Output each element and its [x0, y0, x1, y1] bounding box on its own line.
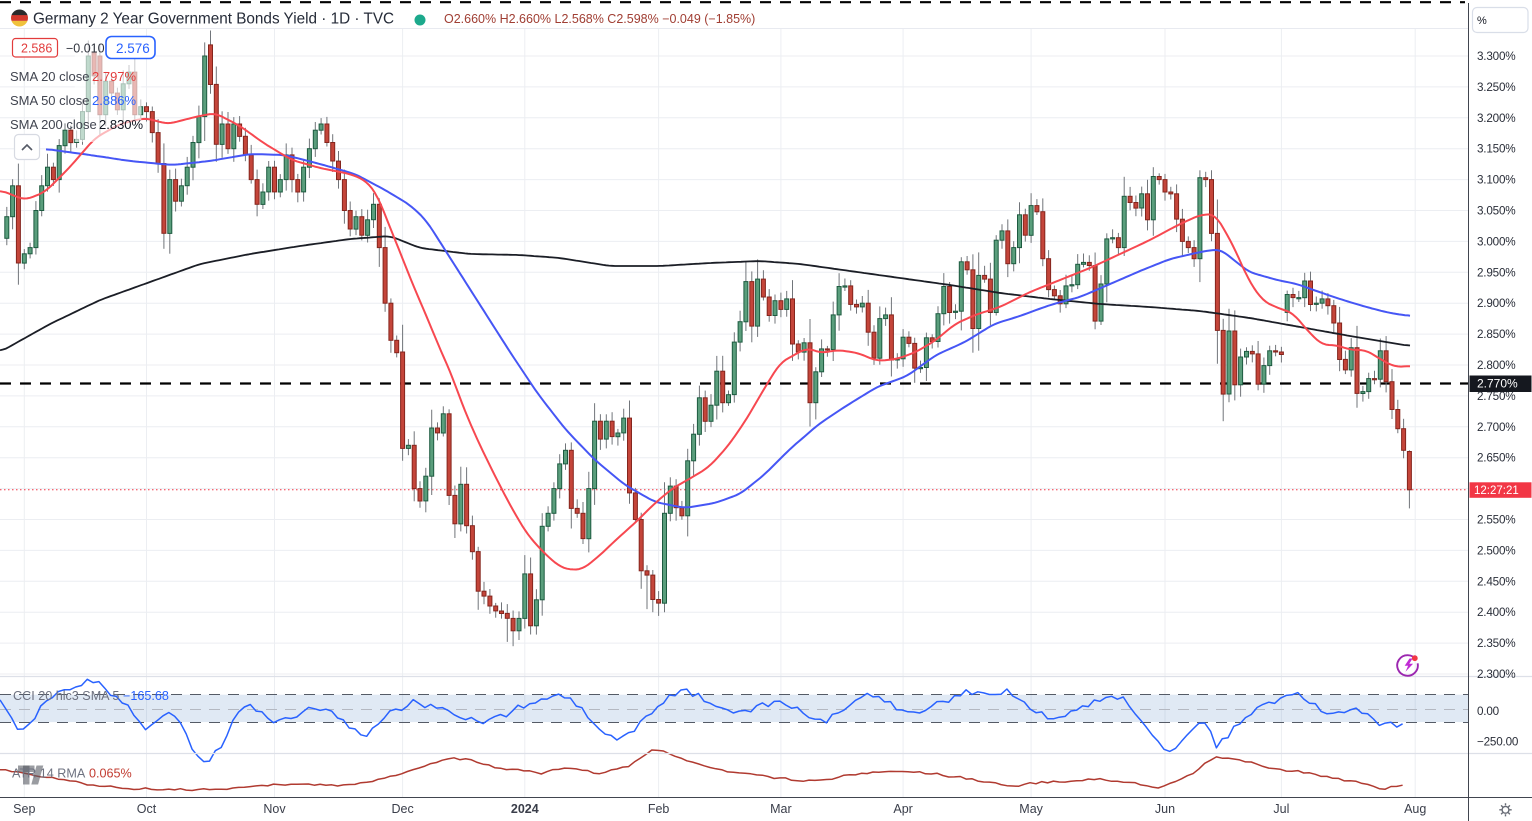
svg-text:Aug: Aug [1404, 802, 1426, 816]
svg-text:2024: 2024 [511, 802, 539, 816]
svg-text:3.100%: 3.100% [1477, 174, 1515, 187]
svg-text:SMA 50 close: SMA 50 close [10, 93, 90, 108]
svg-text:Nov: Nov [263, 802, 286, 816]
svg-text:2.830%: 2.830% [99, 117, 144, 132]
svg-text:2.700%: 2.700% [1477, 421, 1515, 434]
svg-text:2.586: 2.586 [21, 42, 52, 56]
svg-text:12:27:21: 12:27:21 [1474, 485, 1519, 497]
svg-text:3.300%: 3.300% [1477, 50, 1515, 63]
svg-text:2.450%: 2.450% [1477, 575, 1515, 588]
svg-text:2.750%: 2.750% [1477, 390, 1515, 403]
svg-text:Germany 2 Year Government Bond: Germany 2 Year Government Bonds Yield · … [33, 11, 394, 28]
svg-text:0.00: 0.00 [1477, 705, 1500, 718]
svg-text:0.065%: 0.065% [89, 767, 132, 781]
svg-text:3.000%: 3.000% [1477, 235, 1515, 248]
svg-text:2.550%: 2.550% [1477, 514, 1515, 527]
svg-text:2.800%: 2.800% [1477, 359, 1515, 372]
svg-text:2.950%: 2.950% [1477, 266, 1515, 279]
svg-text:Mar: Mar [770, 802, 792, 816]
svg-text:2.650%: 2.650% [1477, 452, 1515, 465]
svg-text:2.886%: 2.886% [92, 93, 137, 108]
svg-text:2.770%: 2.770% [1477, 377, 1518, 391]
svg-text:Jun: Jun [1155, 802, 1175, 816]
svg-text:−165.68: −165.68 [123, 689, 169, 703]
svg-text:SMA 20 close: SMA 20 close [10, 69, 90, 84]
svg-text:Jul: Jul [1273, 802, 1289, 816]
svg-text:2.576: 2.576 [116, 41, 150, 56]
svg-text:2.850%: 2.850% [1477, 328, 1515, 341]
svg-text:3.050%: 3.050% [1477, 205, 1515, 218]
svg-text:3.200%: 3.200% [1477, 112, 1515, 125]
svg-text:2.300%: 2.300% [1477, 668, 1515, 681]
svg-text:3.250%: 3.250% [1477, 81, 1515, 94]
svg-text:2.350%: 2.350% [1477, 637, 1515, 650]
svg-text:−0.010: −0.010 [66, 42, 105, 56]
svg-text:2.400%: 2.400% [1477, 606, 1515, 619]
svg-text:Dec: Dec [391, 802, 413, 816]
svg-text:Feb: Feb [648, 802, 670, 816]
svg-text:%: % [1477, 15, 1487, 27]
svg-text:ATR 14 RMA: ATR 14 RMA [12, 767, 86, 781]
svg-text:Oct: Oct [137, 802, 157, 816]
svg-text:2.900%: 2.900% [1477, 297, 1515, 310]
svg-text:2.797%: 2.797% [92, 69, 137, 84]
svg-text:May: May [1019, 802, 1043, 816]
svg-text:Apr: Apr [893, 802, 912, 816]
svg-text:Sep: Sep [13, 802, 35, 816]
svg-text:SMA 200 close: SMA 200 close [10, 117, 97, 132]
svg-text:CCI 20 hlc3 SMA 5: CCI 20 hlc3 SMA 5 [13, 689, 119, 703]
svg-text:3.150%: 3.150% [1477, 143, 1515, 156]
svg-text:2.500%: 2.500% [1477, 544, 1515, 557]
svg-text:−250.00: −250.00 [1477, 736, 1519, 749]
svg-text:O2.660% H2.660% L2.568% C2.598: O2.660% H2.660% L2.568% C2.598% −0.049 (… [444, 12, 755, 26]
